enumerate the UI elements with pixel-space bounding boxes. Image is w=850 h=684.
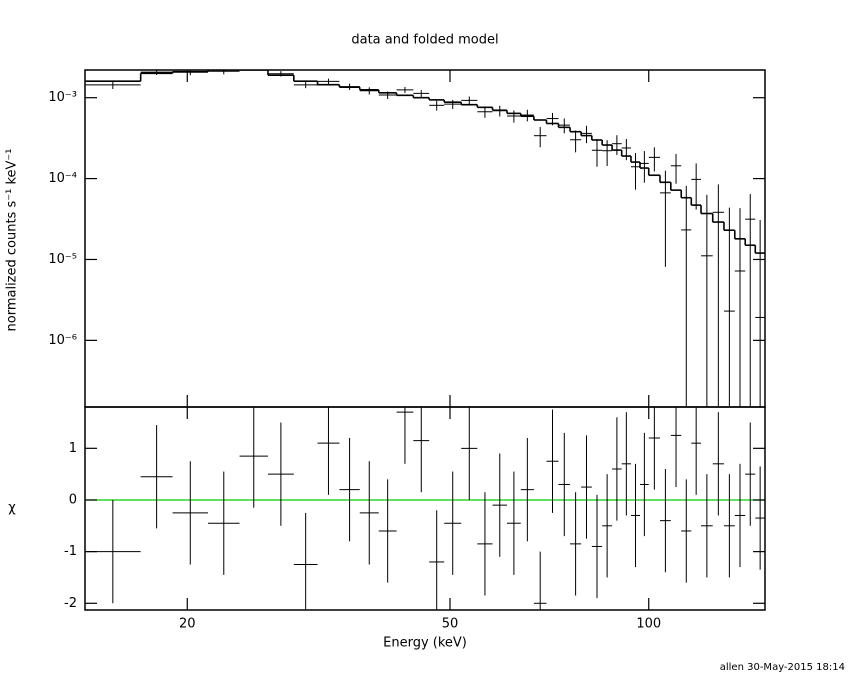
- top-panel: [85, 70, 765, 407]
- residual-panel: [85, 407, 765, 610]
- plot-frame: [84, 69, 766, 408]
- y-tick-label: 10⁻⁴: [48, 171, 77, 186]
- x-tick-label: 50: [442, 617, 459, 632]
- x-axis-label: Energy (keV): [383, 636, 467, 651]
- y-tick-label: 1: [69, 441, 77, 456]
- axes: 10⁻³ 10⁻⁴ 10⁻⁵ 10⁻⁶ -2 -1 0 1 20 50 100: [48, 69, 766, 632]
- y-tick-label: 10⁻³: [48, 90, 77, 105]
- chart-title: data and folded model: [351, 33, 498, 48]
- x-tick-label: 20: [179, 617, 196, 632]
- footer: allen 30-May-2015 18:14: [720, 662, 845, 673]
- plot-frame: [84, 406, 766, 611]
- y-tick-label: -1: [64, 544, 77, 559]
- y-tick-label: 10⁻⁵: [48, 252, 77, 267]
- y-axis-label: χ: [8, 501, 16, 516]
- x-tick-label: 100: [636, 617, 661, 632]
- y-tick-label: -2: [64, 596, 77, 611]
- y-tick-label: 0: [69, 492, 77, 507]
- y-tick-label: 10⁻⁶: [48, 333, 77, 348]
- y-axis-label: normalized counts s⁻¹ keV⁻¹: [5, 149, 20, 332]
